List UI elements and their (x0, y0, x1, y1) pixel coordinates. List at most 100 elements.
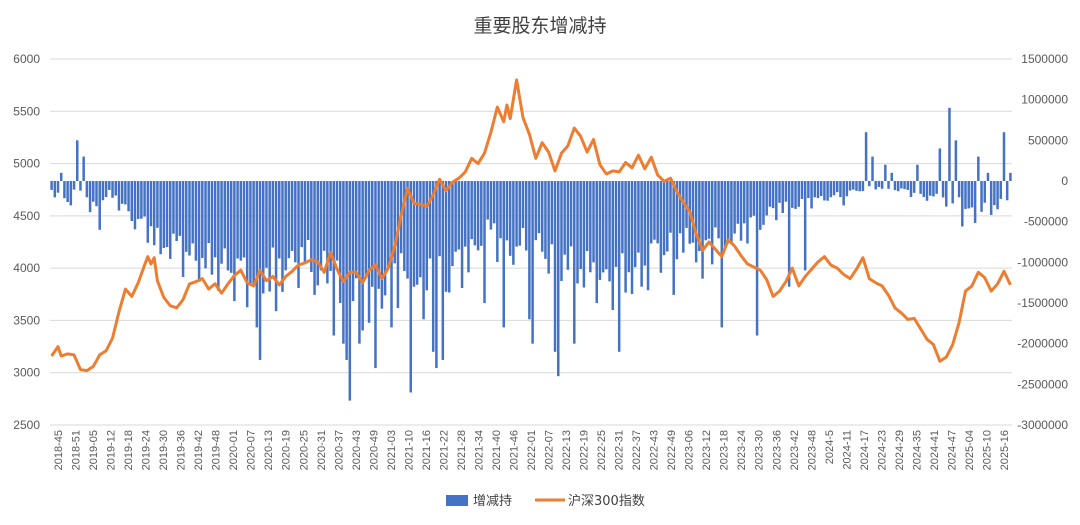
bar (733, 181, 736, 234)
right-tick-label: 1500000 (1021, 52, 1068, 66)
bar (759, 181, 762, 230)
x-tick-label: 2020-13 (263, 430, 275, 470)
bar (900, 181, 903, 189)
bar (893, 181, 897, 191)
bar (229, 181, 233, 273)
x-tick-label: 2023-18 (719, 430, 731, 470)
bar (265, 181, 268, 268)
bar (640, 181, 643, 287)
bar (358, 181, 361, 344)
bar (383, 181, 387, 296)
bar (537, 181, 541, 234)
bar (967, 181, 970, 209)
bar (983, 181, 986, 203)
bar (72, 181, 76, 190)
bar (447, 181, 451, 293)
bar (557, 181, 560, 377)
bar (595, 181, 598, 303)
bar (470, 181, 473, 240)
bar (451, 181, 454, 267)
bar (191, 181, 194, 244)
bar (653, 181, 656, 240)
bar (435, 181, 438, 369)
bar (492, 181, 496, 224)
bar (656, 181, 659, 244)
x-tick-label: 2023-48 (806, 430, 818, 470)
bar (108, 181, 111, 190)
left-tick-label: 4000 (13, 261, 40, 275)
bar (348, 181, 352, 401)
bar (906, 181, 910, 190)
bar (858, 181, 861, 192)
bar (608, 181, 611, 282)
bar (56, 181, 60, 193)
bar (53, 181, 57, 198)
left-tick-label: 5500 (13, 104, 40, 118)
bar (964, 181, 967, 209)
bar (601, 181, 605, 273)
bar (646, 181, 650, 291)
bar (236, 181, 239, 259)
bar (624, 181, 627, 293)
bar (621, 181, 624, 254)
legend-label-line: 沪深300指数 (568, 493, 645, 509)
bar (117, 181, 121, 211)
bar (694, 181, 698, 263)
bar (633, 181, 637, 268)
right-axis: -3000000 -2500000 -2000000 -1500000 -1000000… (1017, 52, 1068, 432)
bar-series (50, 107, 1012, 401)
bar (120, 181, 124, 204)
bar (521, 181, 525, 229)
x-tick-label: 2019-12 (106, 430, 118, 470)
bar (611, 181, 615, 310)
bar (540, 181, 544, 252)
bar (310, 181, 313, 273)
bar (367, 181, 371, 323)
bar (326, 181, 329, 284)
x-tick-label: 2022-01 (526, 430, 538, 470)
bar (255, 181, 259, 328)
index-line (50, 78, 1012, 373)
bar (768, 181, 772, 207)
x-tick-label: 2021-28 (456, 430, 468, 470)
x-tick-label: 2022-25 (596, 430, 608, 470)
bar (1005, 181, 1009, 201)
bar (630, 181, 634, 295)
bar (528, 181, 531, 320)
left-tick-label: 3500 (13, 313, 40, 327)
bar (659, 181, 663, 273)
bar (207, 181, 210, 244)
bar (76, 140, 79, 181)
bar (614, 181, 618, 267)
chart-title: 重要股东增减持 (473, 15, 606, 37)
bar (819, 181, 823, 197)
bar (637, 181, 640, 253)
bar (723, 181, 727, 249)
bar (66, 181, 69, 203)
bar (335, 181, 339, 261)
x-tick-label: 2020-43 (351, 430, 363, 470)
left-axis: 2500 3000 3500 4000 4500 5000 5500 6000 (13, 52, 40, 432)
x-tick-label: 2021-16 (421, 430, 433, 470)
bar (880, 181, 884, 189)
x-tick-label: 2020-25 (298, 430, 310, 470)
bar (781, 181, 784, 213)
bar (508, 181, 512, 256)
bar (377, 181, 380, 289)
bar (499, 181, 502, 239)
bar (98, 181, 101, 230)
x-tick-label: 2021-10 (403, 430, 415, 470)
legend-label-bars: 增减持 (473, 494, 512, 509)
bar (85, 181, 89, 198)
bar (210, 181, 214, 275)
bar (938, 148, 942, 181)
bar (197, 181, 201, 282)
x-tick-label: 2024-35 (911, 430, 923, 470)
bar (338, 181, 342, 303)
bar (755, 181, 759, 336)
bar (515, 181, 518, 247)
bar (226, 181, 230, 271)
bar (319, 181, 323, 271)
bar (951, 181, 954, 204)
bar (261, 181, 265, 294)
